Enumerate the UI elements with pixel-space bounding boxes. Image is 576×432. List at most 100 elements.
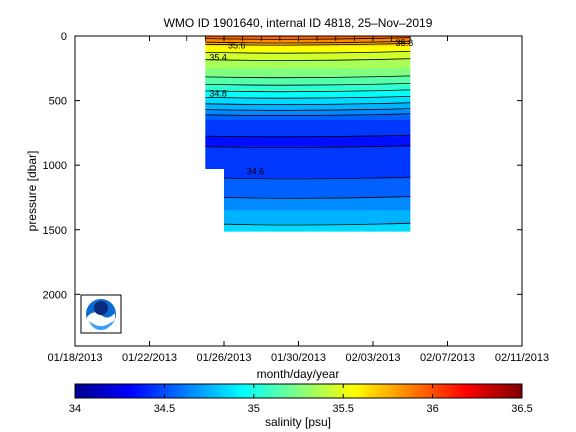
salinity-cell <box>224 107 411 109</box>
salinity-cell <box>205 56 225 58</box>
salinity-cell <box>224 135 411 137</box>
salinity-cell <box>205 53 225 55</box>
salinity-cell <box>205 64 225 66</box>
salinity-cell <box>205 116 225 118</box>
salinity-cell <box>224 99 411 101</box>
salinity-cell <box>224 85 411 87</box>
salinity-cell <box>224 194 411 196</box>
salinity-cell <box>224 211 411 213</box>
salinity-cell <box>224 92 411 95</box>
salinity-cell <box>205 77 225 80</box>
salinity-cell <box>205 143 225 146</box>
salinity-cell <box>205 160 225 162</box>
salinity-cell <box>205 85 225 87</box>
salinity-cell <box>224 179 411 181</box>
contour-line <box>205 42 411 46</box>
salinity-cell <box>224 88 411 91</box>
salinity-cell <box>224 129 411 131</box>
salinity-cell <box>224 149 411 151</box>
salinity-cell <box>205 139 225 142</box>
salinity-cell <box>224 101 411 104</box>
salinity-cell <box>224 67 411 69</box>
salinity-cell <box>224 190 411 192</box>
salinity-cell <box>205 137 225 139</box>
salinity-cell <box>205 86 225 88</box>
salinity-cell <box>224 69 411 71</box>
contour-labels: 35.635.4 34.8 34.6 35.8 <box>209 38 413 177</box>
salinity-cell <box>224 168 411 170</box>
salinity-cell <box>224 115 411 117</box>
salinity-cell <box>205 65 225 67</box>
salinity-cell <box>224 139 411 141</box>
salinity-cell <box>224 123 411 126</box>
salinity-cell <box>205 99 225 102</box>
salinity-cell <box>224 206 411 208</box>
salinity-cell <box>224 178 411 180</box>
salinity-cell <box>224 43 411 45</box>
salinity-cell <box>224 172 411 174</box>
salinity-cell <box>224 149 411 151</box>
salinity-cell <box>224 214 411 217</box>
salinity-cell <box>205 71 225 73</box>
salinity-cell <box>205 48 225 50</box>
salinity-cell <box>224 70 411 72</box>
salinity-cell <box>205 92 225 94</box>
salinity-cell <box>224 108 411 110</box>
salinity-cell <box>205 81 225 83</box>
salinity-cell <box>224 56 411 58</box>
salinity-cell <box>205 118 225 120</box>
salinity-cell <box>224 210 411 212</box>
x-tick-label: 01/22/2013 <box>122 352 177 364</box>
salinity-cell <box>224 141 411 144</box>
salinity-cell <box>205 46 225 49</box>
salinity-cell <box>224 59 411 61</box>
salinity-cell <box>205 147 225 149</box>
salinity-cell <box>205 150 225 152</box>
noaa-logo <box>80 294 122 334</box>
salinity-cell <box>205 87 225 89</box>
salinity-cell <box>205 78 225 80</box>
salinity-cell <box>224 192 411 195</box>
salinity-cell <box>205 48 225 51</box>
salinity-cell <box>224 205 411 208</box>
salinity-cell <box>205 101 225 103</box>
salinity-cell <box>224 163 411 166</box>
salinity-cell <box>224 225 411 228</box>
salinity-cell <box>224 73 411 75</box>
salinity-cell <box>224 55 411 57</box>
salinity-cell <box>224 58 411 60</box>
salinity-cell <box>224 142 411 144</box>
contour-line <box>223 196 411 199</box>
salinity-cell <box>224 128 411 130</box>
salinity-cell <box>224 205 411 207</box>
salinity-cell <box>205 42 225 44</box>
salinity-cell <box>205 95 225 97</box>
salinity-cell <box>224 98 411 100</box>
salinity-cell <box>224 57 411 60</box>
salinity-cell <box>224 57 411 59</box>
salinity-cell <box>224 148 411 150</box>
y-tick-label: 1000 <box>43 160 67 172</box>
contour-line <box>223 176 411 180</box>
salinity-cell <box>224 209 411 211</box>
contour-line <box>205 40 411 44</box>
salinity-cell <box>224 184 411 186</box>
salinity-cell <box>224 160 411 162</box>
salinity-cell <box>224 170 411 173</box>
contour-line <box>205 83 411 86</box>
salinity-cell <box>205 129 225 131</box>
salinity-cell <box>224 100 411 102</box>
salinity-cell <box>205 39 225 42</box>
salinity-cell <box>224 199 411 201</box>
salinity-cell <box>224 40 411 42</box>
salinity-cell <box>224 167 411 169</box>
salinity-cell <box>205 84 225 86</box>
salinity-cell <box>224 125 411 128</box>
salinity-cell <box>224 151 411 153</box>
salinity-cell <box>205 153 225 155</box>
salinity-cell <box>224 43 411 45</box>
salinity-cell <box>205 136 225 138</box>
salinity-cell <box>224 163 411 165</box>
salinity-cell <box>205 142 225 144</box>
colorbar-tick-label: 34.5 <box>154 403 175 415</box>
